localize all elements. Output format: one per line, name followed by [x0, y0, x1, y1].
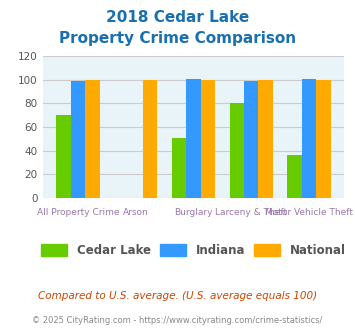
Bar [201, 80, 215, 198]
Bar [302, 79, 316, 198]
Text: Property Crime Comparison: Property Crime Comparison [59, 31, 296, 46]
Bar [244, 81, 258, 198]
Text: All Property Crime: All Property Crime [37, 208, 119, 217]
Text: 2018 Cedar Lake: 2018 Cedar Lake [106, 10, 249, 25]
Bar [258, 80, 273, 198]
Bar [56, 115, 71, 198]
Bar [287, 155, 302, 198]
Text: Compared to U.S. average. (U.S. average equals 100): Compared to U.S. average. (U.S. average … [38, 291, 317, 301]
Bar [230, 103, 244, 198]
Legend: Cedar Lake, Indiana, National: Cedar Lake, Indiana, National [35, 238, 352, 263]
Text: Larceny & Theft: Larceny & Theft [215, 208, 287, 217]
Bar [85, 80, 100, 198]
Bar [172, 138, 186, 198]
Bar [143, 80, 157, 198]
Text: Arson: Arson [123, 208, 149, 217]
Bar [316, 80, 331, 198]
Text: © 2025 CityRating.com - https://www.cityrating.com/crime-statistics/: © 2025 CityRating.com - https://www.city… [32, 316, 323, 325]
Bar [71, 81, 85, 198]
Bar [186, 79, 201, 198]
Text: Motor Vehicle Theft: Motor Vehicle Theft [265, 208, 353, 217]
Text: Burglary: Burglary [174, 208, 213, 217]
